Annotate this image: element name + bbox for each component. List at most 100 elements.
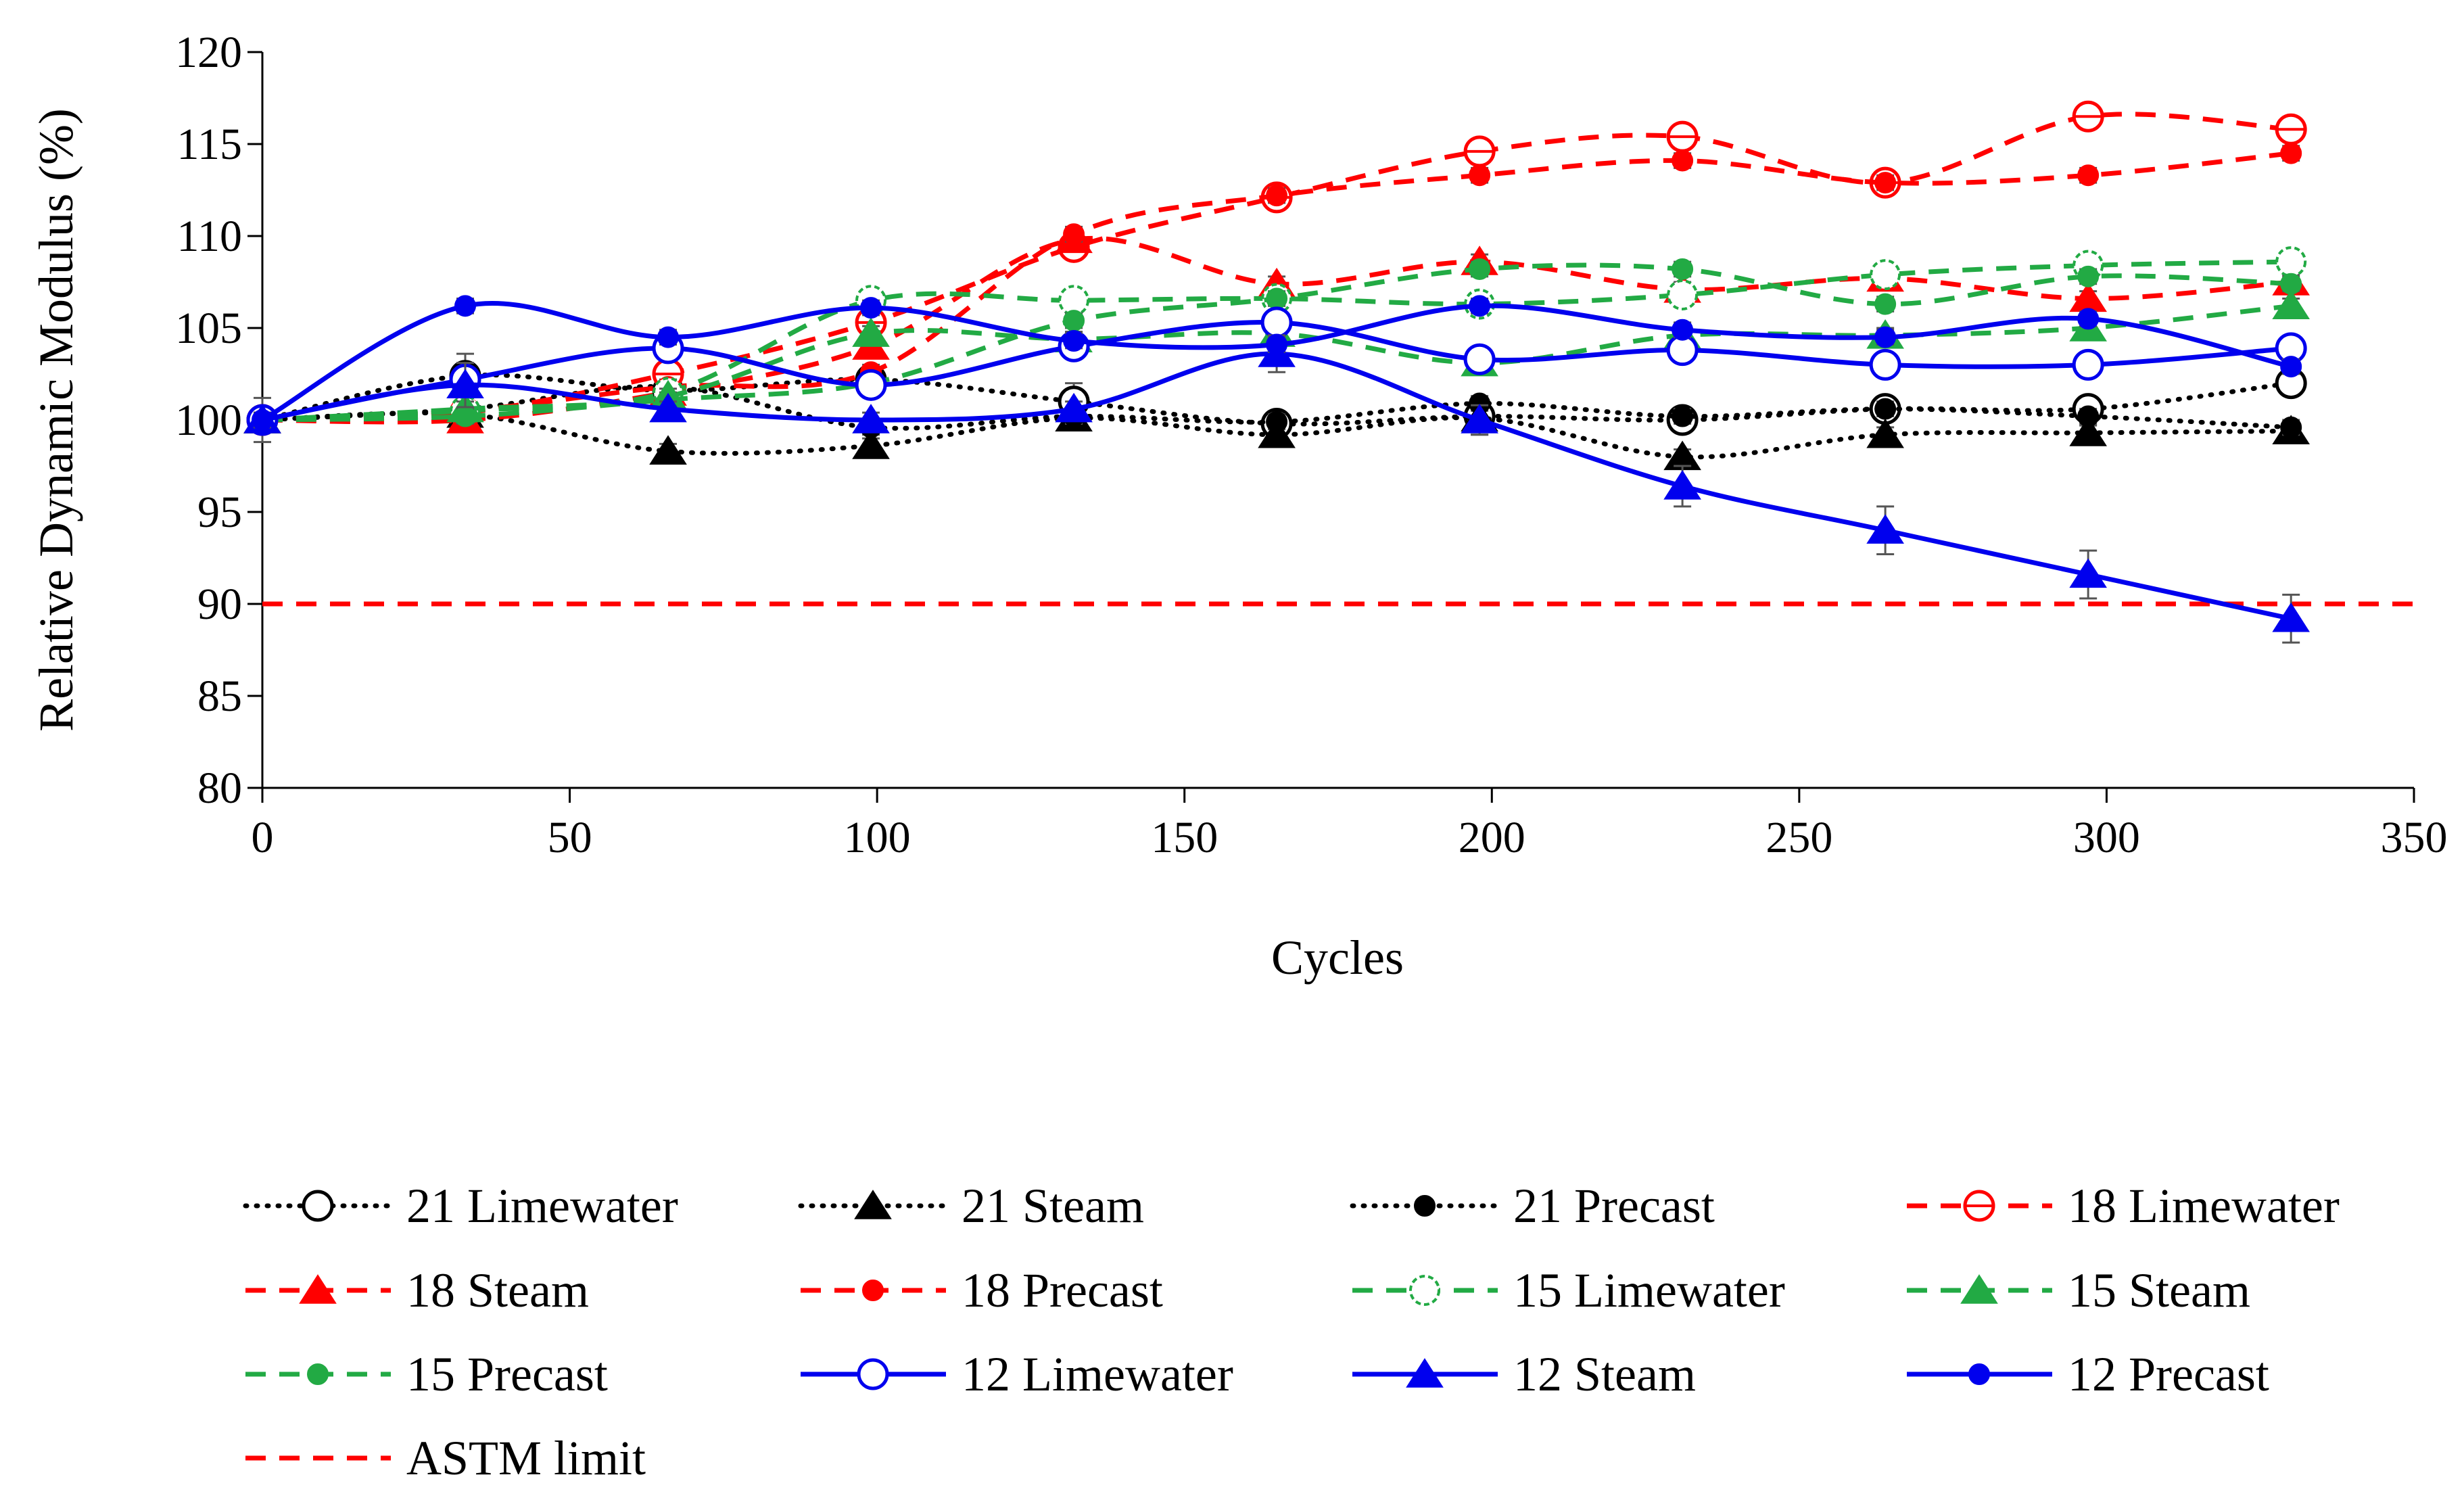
data-point (446, 369, 484, 399)
y-axis-label: Relative Dynamic Modulus (%) (29, 108, 83, 732)
data-point (860, 297, 882, 319)
series-line (260, 411, 2294, 460)
data-point (2069, 558, 2107, 588)
x-tick-label: 300 (2073, 813, 2140, 862)
legend-marker (857, 1358, 889, 1390)
data-point (1463, 343, 1496, 375)
data-point (1461, 404, 1498, 433)
data-point (657, 326, 680, 348)
data-point (1266, 333, 1288, 356)
legend-label: 15 Precast (406, 1347, 608, 1401)
data-point (1874, 326, 1897, 348)
data-point (1869, 348, 1901, 381)
y-tick-label: 110 (176, 212, 242, 261)
data-point (252, 409, 273, 431)
data-point (1063, 310, 1085, 332)
data-point (855, 369, 887, 401)
legend-marker (299, 1274, 337, 1304)
data-point (1874, 398, 1897, 420)
data-point (2272, 602, 2310, 632)
x-axis-label: Cycles (1271, 931, 1404, 985)
data-point (2275, 246, 2307, 278)
legend-marker (1406, 1358, 1444, 1388)
data-point (1672, 258, 1694, 280)
legend-label: 12 Limewater (962, 1347, 1233, 1401)
data-point (1672, 149, 1694, 172)
legend-item-12-steam: 12 Steam (1352, 1347, 1696, 1401)
data-point (2280, 273, 2302, 295)
data-point (1666, 120, 1699, 153)
data-point (852, 429, 890, 459)
legend-marker (307, 1363, 329, 1385)
data-point (2077, 405, 2100, 427)
data-point (649, 435, 687, 465)
series-12-limewater (246, 306, 2307, 436)
series-line (262, 351, 2292, 622)
legend-label: 21 Steam (962, 1179, 1144, 1233)
data-point (1063, 223, 1085, 245)
data-point (1874, 293, 1897, 315)
legend-marker (1414, 1195, 1436, 1217)
series-line (262, 112, 2292, 423)
y-tick-label: 115 (176, 120, 242, 169)
legend-marker (862, 1280, 884, 1301)
legend-item-21-steam: 21 Steam (798, 1179, 1144, 1233)
data-point (1866, 514, 1904, 544)
axes: 80 85 90 95 100 105 110 115 120 0 50 100 150 200 250 3… (29, 28, 2448, 985)
legend-label: 21 Precast (1513, 1179, 1715, 1233)
legend-item-21-limewater: 21 Limewater (243, 1179, 678, 1233)
legend-label: 15 Steam (2068, 1263, 2250, 1317)
data-point (2280, 142, 2302, 164)
legend-item-15-limewater: 15 Limewater (1352, 1263, 1785, 1317)
legend-label: 12 Precast (2068, 1347, 2269, 1401)
legend-marker (854, 1190, 892, 1219)
y-tick-label: 120 (175, 28, 242, 77)
data-point (1258, 418, 1296, 448)
legend-marker (1409, 1275, 1440, 1306)
x-tick-label: 350 (2381, 813, 2448, 862)
y-ticks: 80 85 90 95 100 105 110 115 120 (175, 28, 262, 813)
legend-item-18-steam: 18 Steam (245, 1263, 589, 1317)
x-ticks: 0 50 100 150 200 250 300 350 (252, 788, 2448, 862)
data-point (2280, 416, 2302, 438)
data-point (454, 295, 477, 317)
y-tick-label: 100 (175, 396, 242, 445)
data-point (1463, 135, 1496, 168)
data-point (2272, 289, 2310, 320)
y-tick-label: 80 (197, 764, 242, 813)
x-tick-label: 0 (252, 813, 274, 862)
data-point (2072, 100, 2104, 133)
data-point (1874, 172, 1897, 194)
data-point (1063, 330, 1085, 352)
legend-marker (1960, 1274, 1998, 1304)
data-point (454, 405, 477, 427)
legend-item-15-precast: 15 Precast (245, 1347, 608, 1401)
data-point (1469, 164, 1491, 187)
series-layer (243, 100, 2414, 644)
x-tick-label: 200 (1459, 813, 1525, 862)
legend-marker (302, 1190, 334, 1222)
y-tick-label: 90 (197, 580, 242, 629)
y-tick-label: 95 (197, 488, 242, 537)
data-point (2069, 417, 2107, 446)
data-point (852, 317, 890, 347)
data-point (2280, 356, 2302, 378)
legend-item-21-precast: 21 Precast (1350, 1179, 1715, 1233)
legend-item-15-steam: 15 Steam (1907, 1263, 2250, 1317)
y-tick-label: 85 (197, 672, 242, 721)
legend-label: 21 Limewater (406, 1179, 678, 1233)
data-point (2275, 113, 2307, 145)
data-point (1672, 319, 1694, 341)
data-point (1266, 185, 1288, 207)
data-point (1672, 405, 1694, 427)
legend-label: 12 Steam (1513, 1347, 1696, 1401)
x-tick-label: 50 (548, 813, 592, 862)
data-point (1055, 392, 1093, 423)
data-point (1469, 295, 1491, 317)
legend-item-12-limewater: 12 Limewater (801, 1347, 1233, 1401)
y-tick-label: 105 (175, 304, 242, 353)
data-point (2077, 164, 2100, 187)
data-point (1870, 259, 1901, 291)
data-point (1266, 287, 1288, 310)
